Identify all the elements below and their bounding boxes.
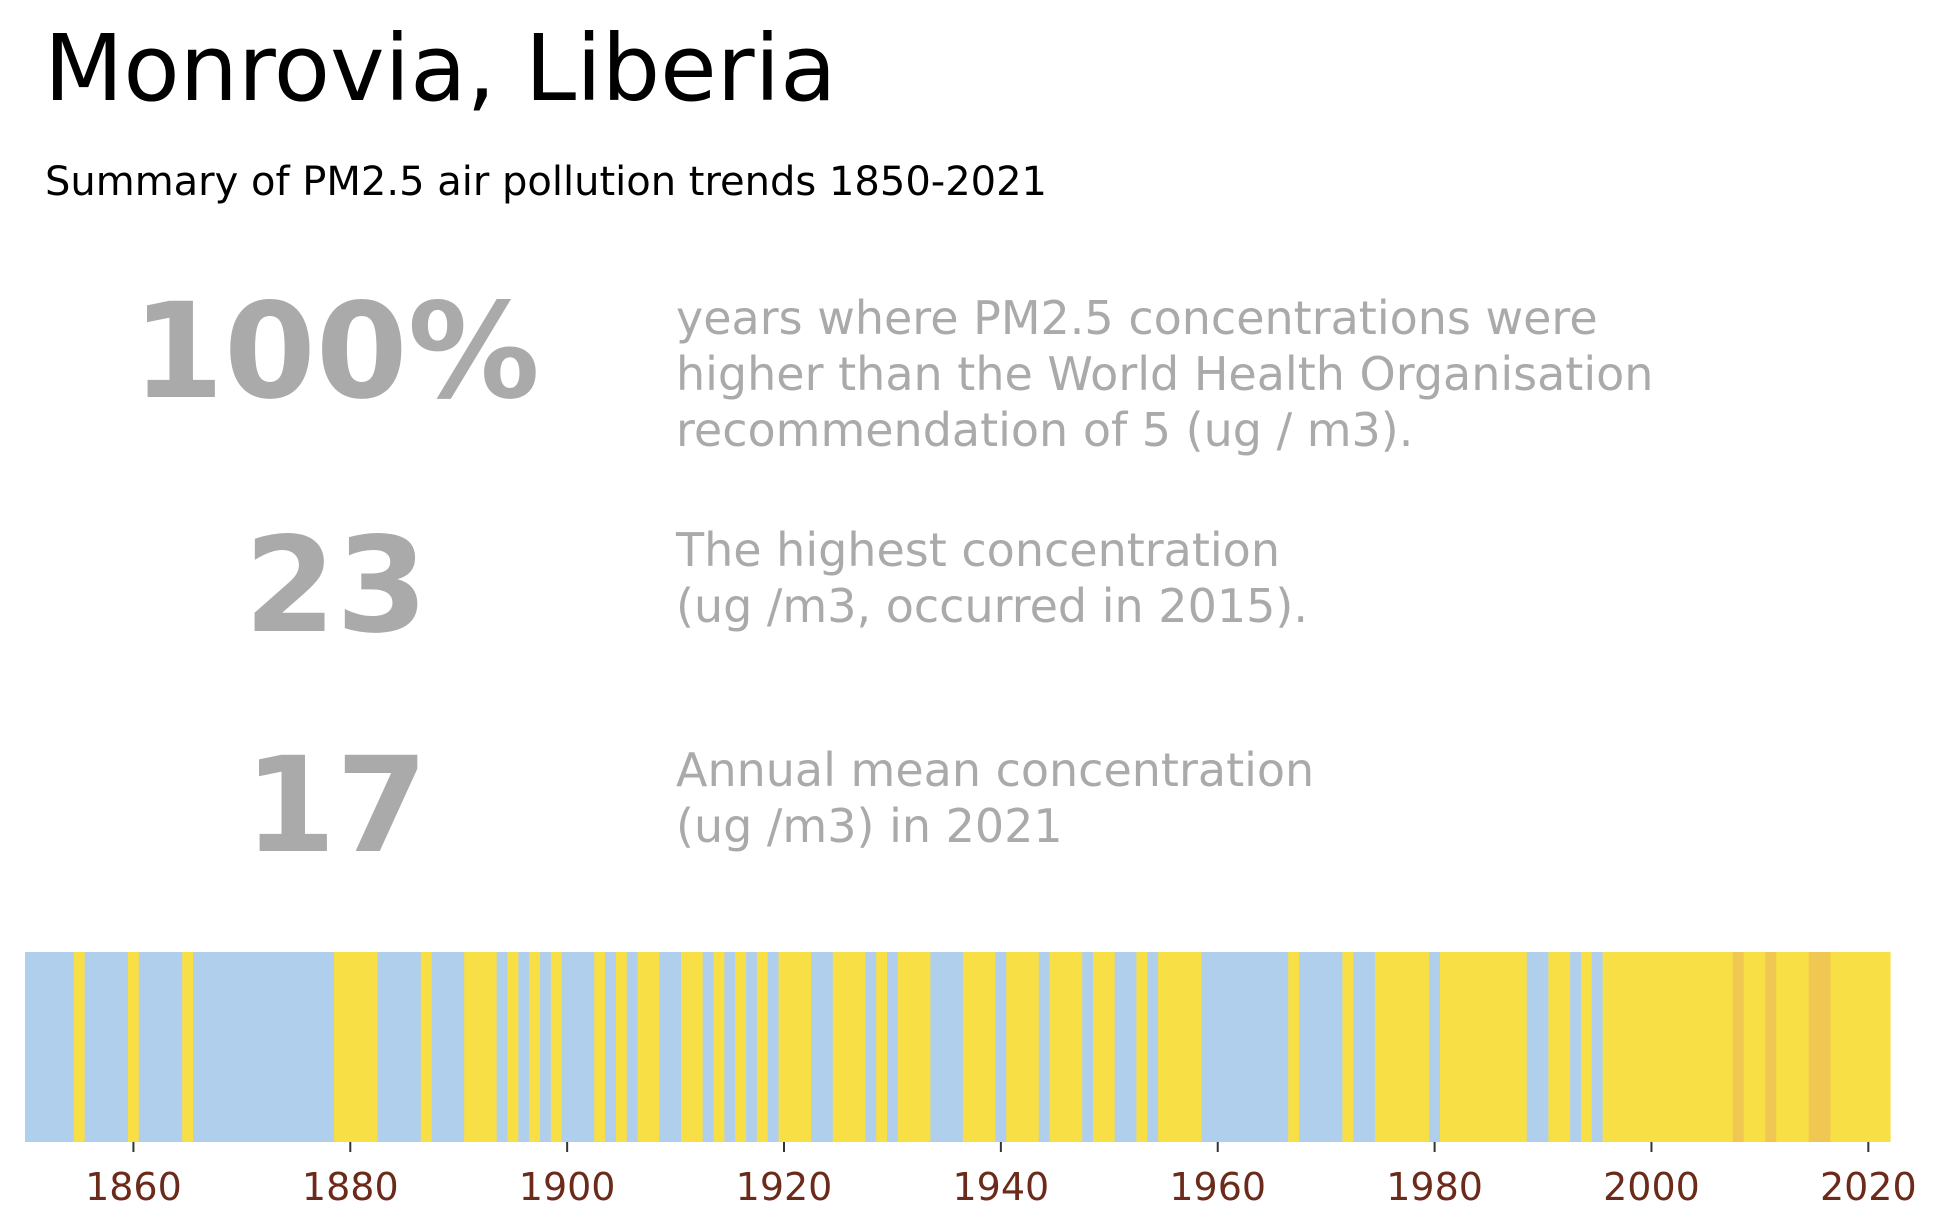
page-subtitle: Summary of PM2.5 air pollution trends 18… (45, 159, 1047, 205)
stripe-band (1006, 952, 1040, 1142)
stripe-band (1570, 952, 1582, 1142)
stat-value-exceedance: 100% (132, 275, 540, 429)
stripe-band (605, 952, 617, 1142)
stripe-band (1038, 952, 1051, 1142)
stripe-band (431, 952, 465, 1142)
stripe-band (811, 952, 834, 1142)
stripe-band (518, 952, 530, 1142)
stripe-band (615, 952, 628, 1142)
x-tick-label: 1860 (85, 1165, 182, 1209)
stripe-band (1429, 952, 1441, 1142)
stripe-band (1082, 952, 1094, 1142)
stripe-band (420, 952, 433, 1142)
x-tick-label: 1980 (1386, 1165, 1483, 1209)
stripe-band (995, 952, 1007, 1142)
stripe-band (1830, 952, 1891, 1142)
stripe-band (1049, 952, 1083, 1142)
stat-description-exceedance: years where PM2.5 concentrations were hi… (676, 291, 1654, 457)
stat-description-highest: The highest concentration (ug /m3, occur… (676, 523, 1308, 633)
stripe-band (1201, 952, 1289, 1142)
x-tick-label: 2000 (1603, 1165, 1700, 1209)
stripe-band (1440, 952, 1528, 1142)
stripe-band (138, 952, 183, 1142)
stripe-band (561, 952, 595, 1142)
stripe-band (540, 952, 552, 1142)
stripe-band (25, 952, 75, 1142)
stripe-band (1288, 952, 1300, 1142)
stripe-band (182, 952, 194, 1142)
stripe-band (1353, 952, 1376, 1142)
stripe-band (1776, 952, 1810, 1142)
stripe-band (713, 952, 725, 1142)
stripe-band (496, 952, 509, 1142)
stripe-band (1743, 952, 1766, 1142)
stripe-band (778, 952, 812, 1142)
stripe-band (1114, 952, 1138, 1142)
stripe-band (1580, 952, 1593, 1142)
stripe-band (84, 952, 129, 1142)
stripe-band (594, 952, 606, 1142)
stripe-band (507, 952, 519, 1142)
stripe-band (464, 952, 498, 1142)
stripe-band (128, 952, 140, 1142)
stripe-band (1732, 952, 1745, 1142)
x-tick-label: 1960 (1169, 1165, 1266, 1209)
stripe-band (334, 952, 378, 1142)
stripe-band (735, 952, 747, 1142)
stripe-band (193, 952, 335, 1142)
stripe-band (1136, 952, 1148, 1142)
stripe-band (659, 952, 682, 1142)
stripe-band (73, 952, 86, 1142)
x-tick-label: 1940 (953, 1165, 1050, 1209)
stripe-bands (25, 952, 1891, 1142)
x-tick-label: 2020 (1820, 1165, 1917, 1209)
stripe-band (1765, 952, 1777, 1142)
stat-value-annual-mean: 17 (244, 729, 428, 883)
stripe-band (767, 952, 780, 1142)
stripe-band (377, 952, 422, 1142)
stripe-band (1093, 952, 1116, 1142)
stripe-band (702, 952, 715, 1142)
stripe-band (550, 952, 563, 1142)
stripe-band (1526, 952, 1550, 1142)
stripe-band (1299, 952, 1344, 1142)
stripe-band (887, 952, 899, 1142)
stripe-band (724, 952, 736, 1142)
page-title: Monrovia, Liberia (44, 15, 837, 122)
stripe-band (1342, 952, 1354, 1142)
stripe-band (930, 952, 964, 1142)
stripe-band (529, 952, 541, 1142)
stripe-band (637, 952, 660, 1142)
stripe-band (832, 952, 866, 1142)
stripe-band (897, 952, 931, 1142)
x-axis-ticks: 1860 1880 1900 1920 1940 1960 1980 2000 2020 (85, 1142, 1917, 1209)
stripe-band (1808, 952, 1831, 1142)
stripe-band (1158, 952, 1203, 1142)
x-tick-label: 1920 (736, 1165, 833, 1209)
stripe-band (681, 952, 704, 1142)
x-tick-label: 1880 (302, 1165, 399, 1209)
stripe-band (962, 952, 997, 1142)
stat-value-highest: 23 (244, 509, 428, 663)
stripe-band (626, 952, 639, 1142)
stripe-band (756, 952, 769, 1142)
stripe-band (1374, 952, 1430, 1142)
stripe-band (1602, 952, 1734, 1142)
stripe-band (876, 952, 888, 1142)
stat-description-annual-mean: Annual mean concentration (ug /m3) in 20… (676, 743, 1315, 853)
stripe-band (746, 952, 758, 1142)
stripe-band (1591, 952, 1604, 1142)
x-tick-label: 1900 (519, 1165, 616, 1209)
stripe-band (1548, 952, 1571, 1142)
stripe-band (865, 952, 877, 1142)
stripe-band (1147, 952, 1159, 1142)
